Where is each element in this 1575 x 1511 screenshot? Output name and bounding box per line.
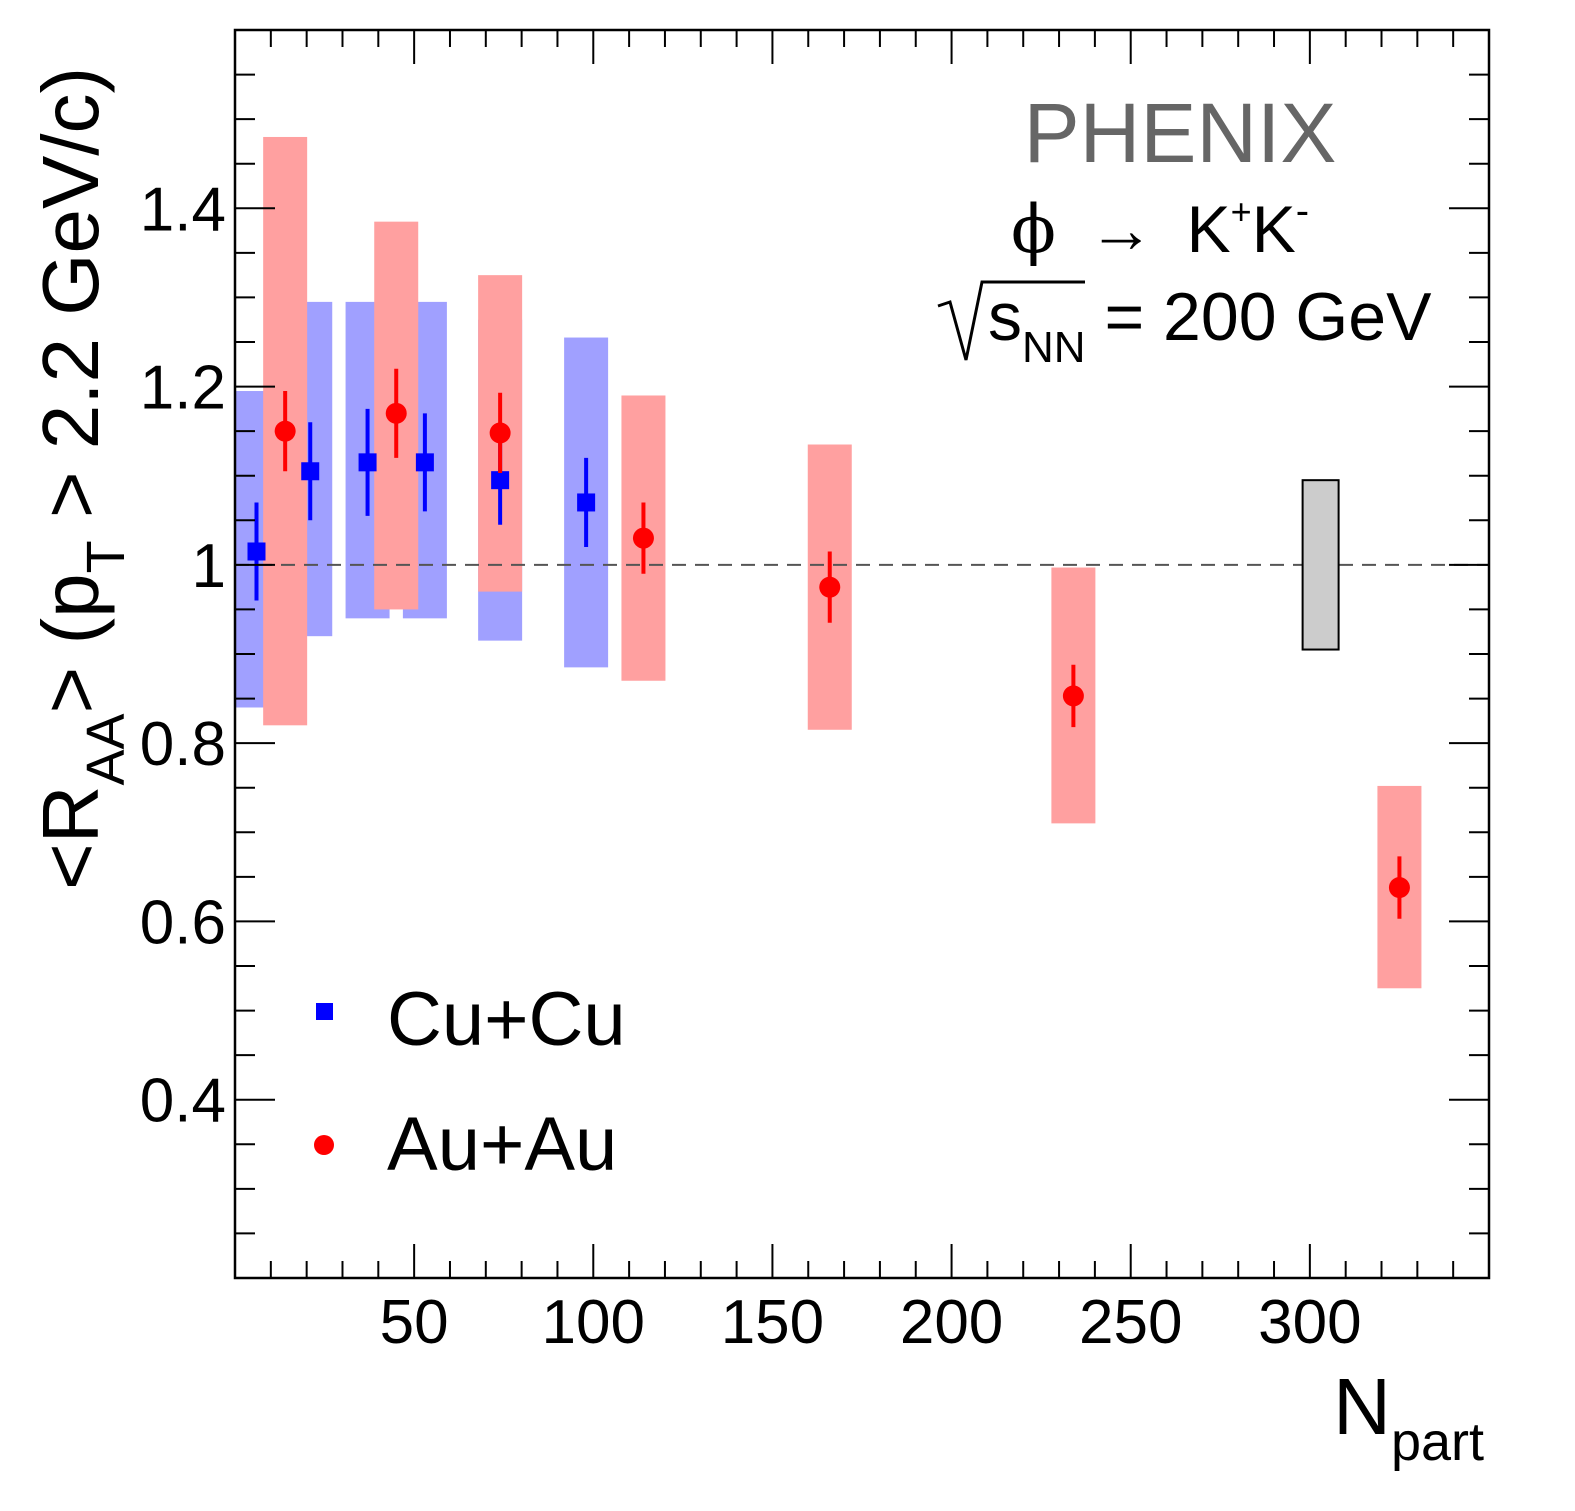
sqrt-sign — [937, 280, 1085, 361]
x-tick-label-300: 300 — [1258, 1288, 1361, 1357]
data-point-auau-6 — [1388, 877, 1410, 899]
kaon-label-2: K — [1252, 192, 1296, 266]
plus-superscript: + — [1231, 191, 1252, 232]
y-tick-label-1: 1 — [192, 532, 226, 601]
y-tick-label-0.6: 0.6 — [140, 888, 226, 957]
minus-superscript: - — [1296, 189, 1309, 233]
y-axis-title-sub-aa: AA — [76, 713, 136, 785]
y-axis-title-open: <R — [26, 786, 115, 891]
x-tick-label-50: 50 — [380, 1288, 449, 1357]
data-point-cucu-0 — [247, 542, 266, 561]
data-point-cucu-5 — [577, 493, 596, 512]
data-point-cucu-4 — [491, 471, 510, 490]
arrow-symbol: → — [1088, 192, 1154, 266]
normalization-uncertainty-box — [1301, 479, 1340, 651]
kaon-label: K — [1187, 192, 1231, 266]
decay-annotation: ϕ → K+K- — [1011, 189, 1309, 268]
y-tick-label-1.4: 1.4 — [140, 175, 226, 244]
legend-marker-cucu — [316, 1003, 333, 1020]
phi-symbol: ϕ — [1011, 191, 1056, 268]
data-point-auau-0 — [274, 420, 296, 442]
energy-value: = 200 GeV — [1086, 279, 1433, 355]
svg-text:sNN = 200 GeV: sNN = 200 GeV — [988, 279, 1432, 372]
y-axis-title-sub-t: T — [76, 540, 136, 573]
x-tick-label-250: 250 — [1079, 1288, 1182, 1357]
y-tick-label-1.2: 1.2 — [140, 354, 226, 423]
data-point-auau-1 — [385, 402, 407, 424]
legend-marker-auau — [314, 1135, 334, 1155]
data-point-auau-4 — [819, 576, 841, 598]
data-point-auau-3 — [632, 527, 654, 549]
legend: Cu+Cu Au+Au — [314, 977, 626, 1187]
y-tick-label-0.8: 0.8 — [140, 710, 226, 779]
data-point-cucu-2 — [358, 453, 377, 472]
x-tick-label-150: 150 — [721, 1288, 824, 1357]
s-label: s — [988, 279, 1022, 355]
data-point-auau-2 — [489, 422, 511, 444]
data-point-auau-5 — [1062, 685, 1084, 707]
data-point-cucu-1 — [301, 462, 320, 481]
x-axis-title-sub: part — [1391, 1412, 1484, 1472]
nn-subscript: NN — [1022, 323, 1086, 372]
y-axis-title-mid: > (p — [26, 573, 115, 713]
tick-labels: 50 100 150 200 250 300 0.4 0.6 0.8 1 1.2 1.4 — [140, 175, 1362, 1357]
y-axis-title-rest: > 2.2 GeV/c) — [26, 67, 115, 541]
axis-ticks — [235, 30, 1489, 1278]
data-point-cucu-3 — [415, 453, 434, 472]
legend-label-auau: Au+Au — [387, 1102, 617, 1187]
y-axis-title: <RAA> (pT > 2.2 GeV/c) — [26, 67, 136, 890]
x-tick-label-100: 100 — [542, 1288, 645, 1357]
energy-annotation: sNN = 200 GeV — [937, 279, 1432, 372]
legend-label-cucu: Cu+Cu — [387, 977, 626, 1062]
x-tick-label-200: 200 — [900, 1288, 1003, 1357]
data-points — [247, 368, 1410, 919]
experiment-title: PHENIX — [1024, 86, 1337, 180]
x-axis-title: Npart — [1333, 1362, 1484, 1472]
x-axis-title-main: N — [1333, 1362, 1391, 1451]
y-tick-label-0.4: 0.4 — [140, 1067, 226, 1136]
